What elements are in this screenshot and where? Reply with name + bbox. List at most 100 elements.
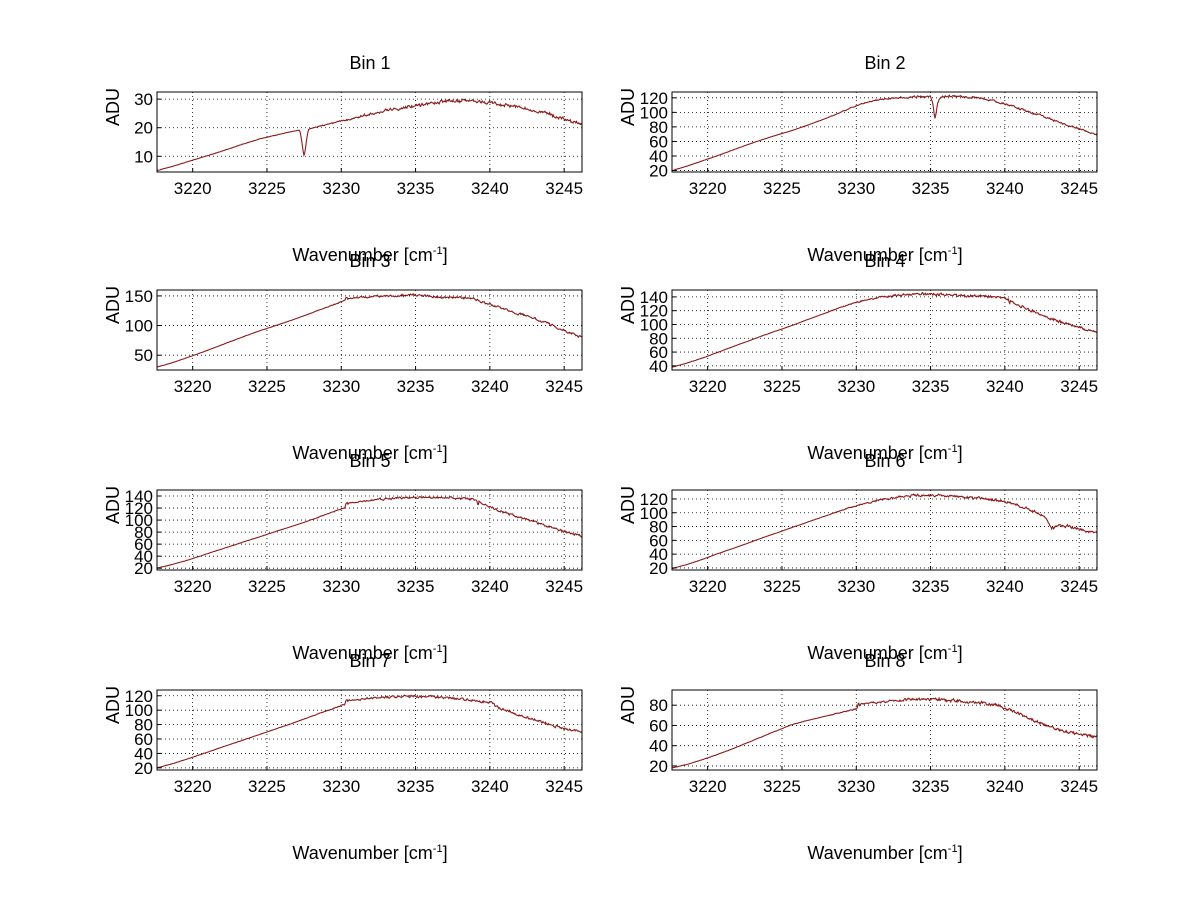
y-tick-label: 80 [134,716,153,735]
y-tick-label: 60 [649,343,668,362]
x-tick-label: 3245 [1060,179,1098,198]
axes-box [156,289,583,371]
x-axis-label: Wavenumber [cm-1] [105,643,635,664]
x-tick-label: 3235 [912,377,950,396]
x-axis-label: Wavenumber [cm-1] [105,843,635,864]
x-axis-label-suffix: ] [957,643,963,663]
x-tick-label: 3235 [397,179,435,198]
x-tick-label: 3235 [397,577,435,596]
y-tick-label: 140 [125,487,153,506]
plot-title: Bin 2 [864,53,906,73]
x-tick-label: 3220 [174,377,212,396]
y-tick-label: 20 [649,559,668,578]
grid-lines [157,92,582,172]
plot-title: Bin 3 [349,251,391,271]
axes-svg: 3220 3225 3230 3235 3240 3245 2040608010012014… [125,487,583,596]
x-axis-label-exponent: -1 [947,245,958,257]
x-axis-label-prefix: Wavenumber [cm [807,245,948,265]
plot-title: Bin 6 [864,451,906,471]
y-tick-label: 120 [125,499,153,518]
x-tick-label: 3245 [545,577,583,596]
x-tick-label: 3240 [986,777,1024,796]
plot-area: ADU 3220 3225 3230 3235 3240 3245 20 40 60 80 100 12… [103,678,635,863]
plot-title: Bin 7 [349,651,391,671]
grid-lines [672,490,1097,570]
x-tick-label: 3230 [322,777,360,796]
x-axis-label: Wavenumber [cm-1] [105,443,635,464]
x-tick-label: 3220 [174,179,212,198]
x-axis-label-exponent: -1 [432,843,443,855]
grid-lines [157,290,582,370]
grid-lines [672,690,1097,770]
plot-area: ADU 3220 3225 3230 3235 3240 3245 20 40 60 80 100 12… [618,478,1150,663]
x-axis-label-suffix: ] [957,245,963,265]
x-axis-label-exponent: -1 [432,643,443,655]
x-tick-label: 3220 [174,577,212,596]
x-axis-label-prefix: Wavenumber [cm [292,443,433,463]
y-tick-label: 80 [649,696,668,715]
x-axis-label-prefix: Wavenumber [cm [292,643,433,663]
grid-lines [672,92,1097,172]
y-tick-label: 20 [134,119,153,138]
axes-svg: 3220 3225 3230 3235 3240 3245 50 100 150 [125,287,583,396]
x-tick-label: 3220 [689,777,727,796]
x-tick-label: 3220 [174,777,212,796]
plot-title: Bin 1 [349,53,391,73]
x-tick-label: 3235 [912,777,950,796]
y-tick-label: 40 [134,547,153,566]
y-tick-label: 60 [134,535,153,554]
plot-panel-bin-3: Bin 3 ADU 3220 3225 3230 3235 3240 3245 50 100 150… [103,250,635,463]
grid-lines [157,490,582,570]
x-tick-label: 3225 [763,377,801,396]
x-tick-label: 3225 [248,577,286,596]
plot-panel-bin-1: Bin 1 ADU 3220 3225 3230 3235 3240 3245 10 20 30 Wa… [103,52,635,265]
axes-box [671,91,1098,173]
plot-title: Bin 4 [864,251,906,271]
x-tick-label: 3225 [248,377,286,396]
spectrum-line [671,291,1098,368]
x-tick-label: 3230 [837,777,875,796]
x-tick-label: 3245 [545,777,583,796]
x-axis-label-suffix: ] [957,443,963,463]
x-axis-label: Wavenumber [cm-1] [620,643,1150,664]
x-axis-label-prefix: Wavenumber [cm [292,245,433,265]
x-axis-label-suffix: ] [442,843,448,863]
y-tick-label: 40 [649,737,668,756]
axes-box [156,91,583,173]
plot-panel-bin-4: Bin 4 ADU 3220 3225 3230 3235 3240 3245 40 60 80 10… [618,250,1150,463]
x-tick-label: 3230 [322,577,360,596]
plot-panel-bin-2: Bin 2 ADU 3220 3225 3230 3235 3240 3245 20 40 60 80… [618,52,1150,265]
x-tick-label: 3230 [837,179,875,198]
x-tick-label: 3225 [248,777,286,796]
x-tick-label: 3220 [689,179,727,198]
x-axis-label-prefix: Wavenumber [cm [292,843,433,863]
axes-svg: 3220 3225 3230 3235 3240 3245 10 20 30 [134,90,583,198]
y-tick-label: 60 [649,132,668,151]
plot-area: ADU 3220 3225 3230 3235 3240 3245 20 40 60 80 100 12… [618,80,1150,265]
x-tick-label: 3225 [763,577,801,596]
spectrum-line [156,98,583,172]
y-tick-label: 100 [125,511,153,530]
x-axis-label-suffix: ] [442,643,448,663]
y-tick-label: 60 [649,716,668,735]
y-tick-label: 80 [649,329,668,348]
x-tick-label: 3240 [471,777,509,796]
x-tick-label: 3240 [986,577,1024,596]
y-tick-label: 120 [125,687,153,706]
y-tick-label: 10 [134,147,153,166]
x-axis-label: Wavenumber [cm-1] [620,245,1150,266]
x-tick-label: 3240 [471,179,509,198]
x-tick-label: 3240 [986,179,1024,198]
x-tick-label: 3235 [397,377,435,396]
plot-area: ADU 3220 3225 3230 3235 3240 3245 10 20 30 Wavenum… [103,80,635,265]
x-tick-label: 3230 [837,377,875,396]
x-tick-label: 3245 [1060,577,1098,596]
spectrum-line [671,94,1098,172]
spectrum-line [156,694,583,769]
x-tick-label: 3225 [763,179,801,198]
x-axis-label-prefix: Wavenumber [cm [807,843,948,863]
